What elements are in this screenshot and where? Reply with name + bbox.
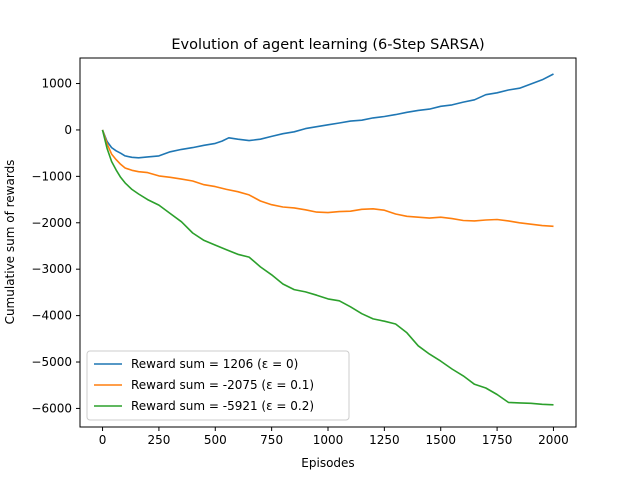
y-tick-label: 1000 [41, 77, 72, 91]
series-layer [101, 73, 554, 406]
x-tick-label: 1250 [369, 433, 400, 447]
series-line-3 [101, 129, 554, 406]
y-tick-label: −3000 [31, 262, 72, 276]
y-tick-label: −1000 [31, 169, 72, 183]
chart-title: Evolution of agent learning (6-Step SARS… [171, 37, 484, 53]
y-tick-label: −6000 [31, 401, 72, 415]
y-tick-label: −2000 [31, 216, 72, 230]
x-tick-label: 1000 [313, 433, 344, 447]
y-axis: 1000 0 −1000 −2000 −3000 −4000 −5000 −6000 [31, 77, 80, 415]
x-axis: 0 250 500 750 1000 1250 1500 1750 2000 [99, 427, 569, 447]
legend: Reward sum = 1206 (ε = 0) Reward sum = -… [86, 350, 350, 421]
legend-label-series-2: Reward sum = -2075 (ε = 0.1) [131, 378, 314, 392]
x-tick-label: 1750 [482, 433, 513, 447]
legend-label-series-3: Reward sum = -5921 (ε = 0.2) [131, 399, 314, 413]
x-axis-label: Episodes [301, 456, 354, 470]
legend-label-series-1: Reward sum = 1206 (ε = 0) [131, 357, 298, 371]
x-tick-label: 1500 [425, 433, 456, 447]
y-tick-label: −5000 [31, 355, 72, 369]
series-line-2 [101, 129, 554, 228]
y-tick-label: −4000 [31, 309, 72, 323]
x-tick-label: 0 [99, 433, 107, 447]
y-tick-label: 0 [64, 123, 72, 137]
x-tick-label: 2000 [538, 433, 569, 447]
y-axis-label: Cumulative sum of rewards [3, 160, 17, 325]
x-tick-label: 750 [260, 433, 283, 447]
x-tick-label: 250 [147, 433, 170, 447]
series-line-1 [101, 73, 554, 159]
legend-box [86, 350, 350, 421]
x-tick-label: 500 [204, 433, 227, 447]
